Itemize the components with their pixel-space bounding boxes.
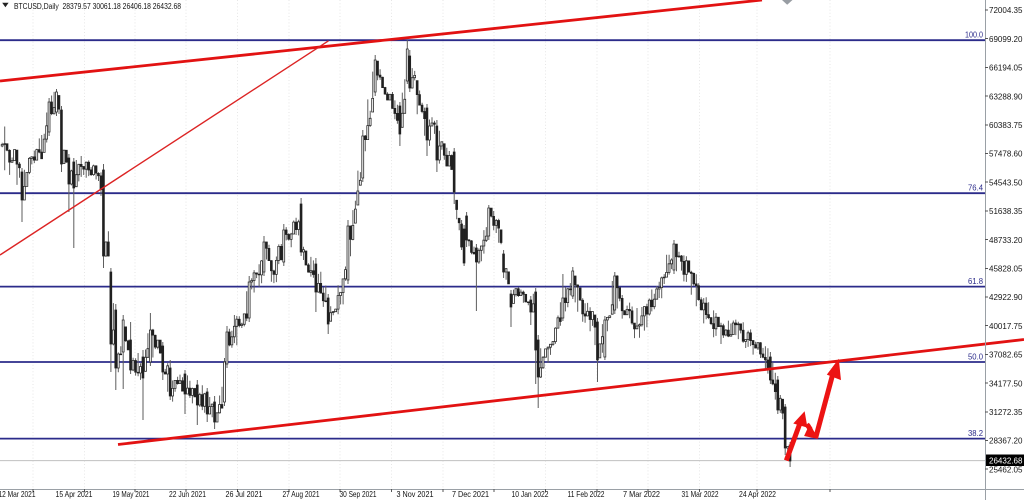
- svg-text:54543.50: 54543.50: [989, 178, 1023, 187]
- svg-text:63288.90: 63288.90: [989, 92, 1023, 101]
- svg-text:100.0: 100.0: [965, 31, 983, 40]
- svg-text:76.4: 76.4: [968, 184, 983, 193]
- svg-text:19 May 2021: 19 May 2021: [113, 489, 150, 499]
- svg-text:57478.60: 57478.60: [989, 150, 1023, 159]
- svg-text:28367.20: 28367.20: [989, 437, 1023, 446]
- svg-text:12 Mar 2021: 12 Mar 2021: [0, 489, 36, 499]
- svg-text:25462.05: 25462.05: [989, 465, 1023, 474]
- svg-text:BTCUSD,Daily 28379.57 30061.1: BTCUSD,Daily 28379.57 30061.18 26406.18 …: [14, 1, 181, 11]
- svg-text:66194.05: 66194.05: [989, 64, 1023, 73]
- svg-text:37082.65: 37082.65: [989, 351, 1023, 360]
- svg-text:10 Jan 2022: 10 Jan 2022: [512, 489, 549, 499]
- svg-text:50.0: 50.0: [968, 353, 983, 362]
- svg-text:42922.90: 42922.90: [989, 293, 1023, 302]
- svg-text:60383.75: 60383.75: [989, 121, 1023, 130]
- svg-text:31 Mar 2022: 31 Mar 2022: [682, 489, 719, 499]
- svg-text:7 Dec 2021: 7 Dec 2021: [452, 489, 489, 499]
- svg-text:24 Apr 2022: 24 Apr 2022: [739, 489, 776, 499]
- svg-text:48733.20: 48733.20: [989, 236, 1023, 245]
- svg-text:11 Feb 2022: 11 Feb 2022: [568, 489, 605, 499]
- svg-text:40017.75: 40017.75: [989, 322, 1023, 331]
- svg-text:3 Nov 2021: 3 Nov 2021: [397, 489, 434, 499]
- svg-text:69099.20: 69099.20: [989, 35, 1023, 44]
- svg-text:34177.50: 34177.50: [989, 379, 1023, 388]
- svg-text:51638.35: 51638.35: [989, 207, 1023, 216]
- svg-text:26432.68: 26432.68: [989, 457, 1023, 466]
- svg-text:72004.35: 72004.35: [989, 6, 1023, 15]
- svg-text:45828.05: 45828.05: [989, 265, 1023, 274]
- svg-text:61.8: 61.8: [968, 277, 983, 286]
- svg-text:7 Mar 2022: 7 Mar 2022: [623, 489, 660, 499]
- svg-text:26 Jul 2021: 26 Jul 2021: [226, 489, 263, 499]
- svg-text:38.2: 38.2: [968, 429, 983, 438]
- svg-text:22 Jun 2021: 22 Jun 2021: [169, 489, 206, 499]
- svg-text:31272.35: 31272.35: [989, 408, 1023, 417]
- svg-text:30 Sep 2021: 30 Sep 2021: [340, 489, 377, 499]
- svg-text:15 Apr 2021: 15 Apr 2021: [56, 489, 93, 499]
- svg-text:27 Aug 2021: 27 Aug 2021: [283, 489, 320, 499]
